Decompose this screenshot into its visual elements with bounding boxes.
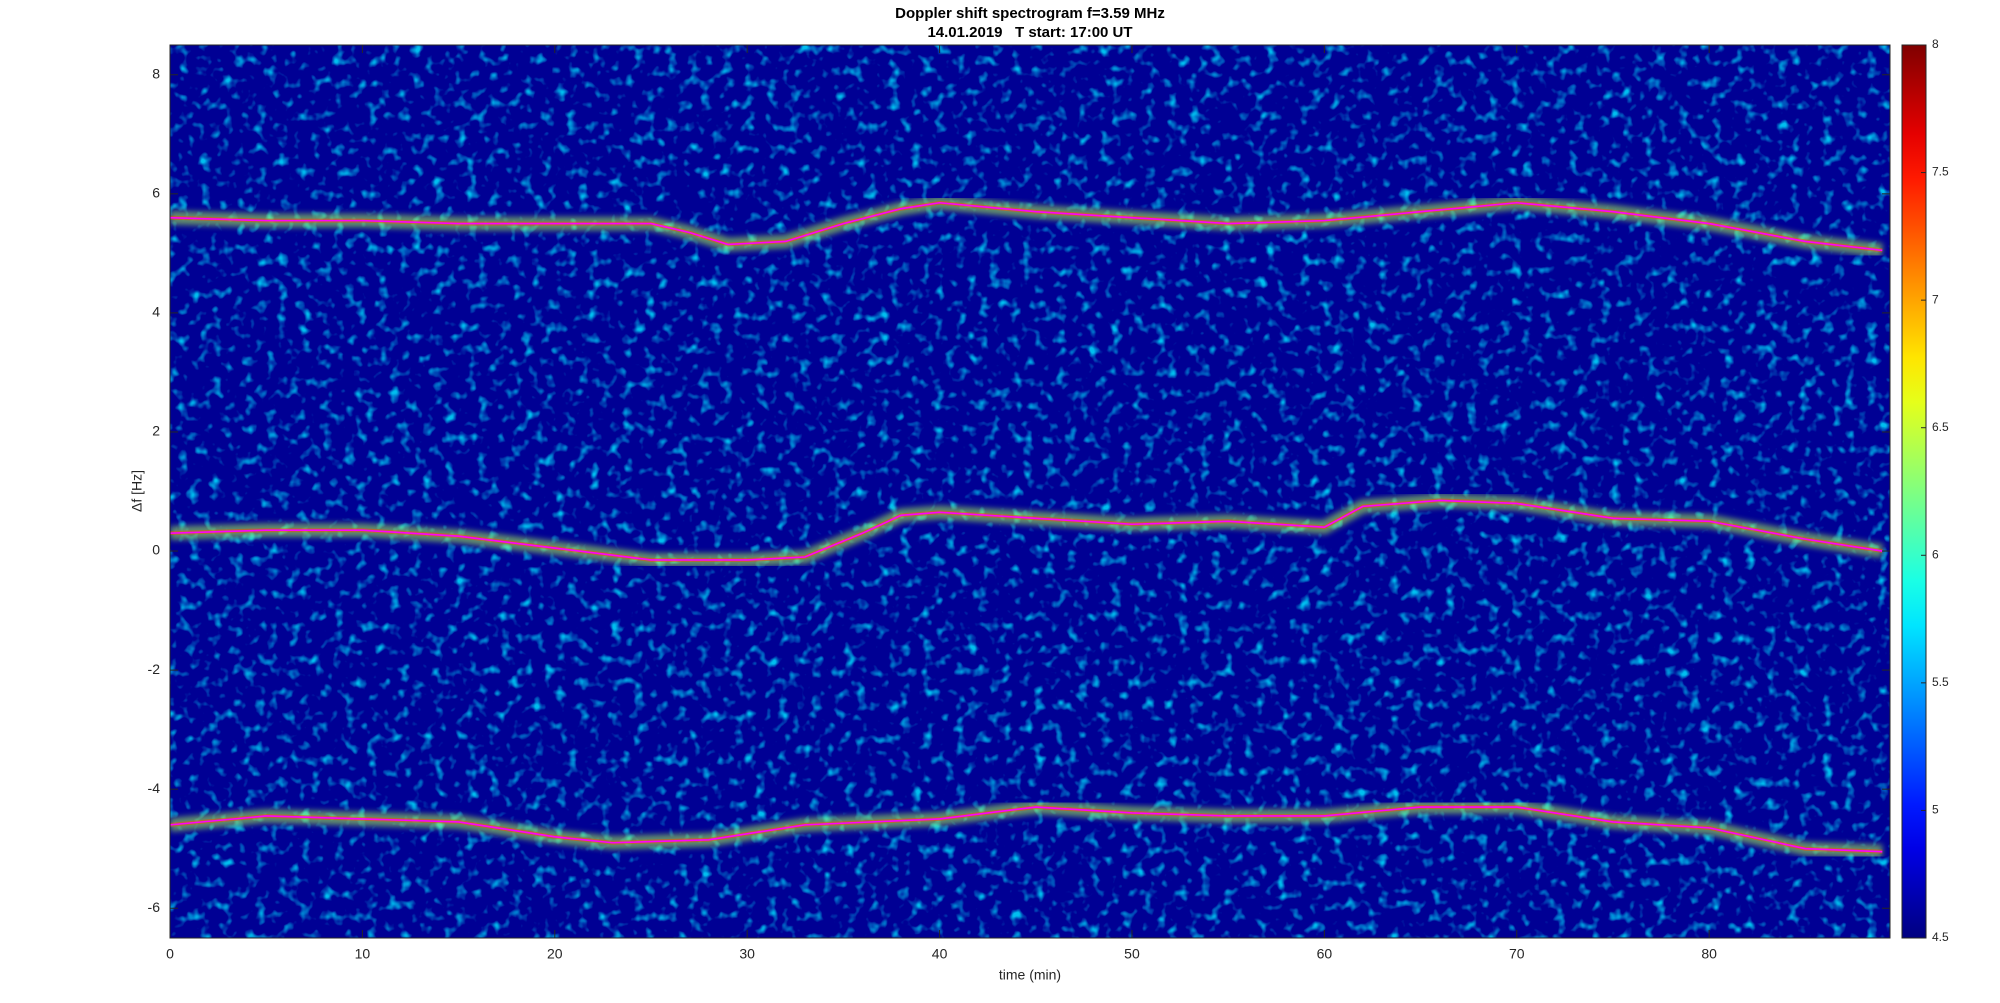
colorbar-frame xyxy=(1901,44,1927,939)
x-tick-label: 70 xyxy=(1509,946,1525,962)
spectrogram-noise xyxy=(170,45,1890,938)
y-tick-label: -6 xyxy=(148,899,161,915)
chart-subtitle: 14.01.2019 T start: 17:00 UT xyxy=(927,24,1132,41)
x-tick-label: 0 xyxy=(166,946,174,962)
y-tick-label: 0 xyxy=(152,542,160,558)
x-tick-label: 30 xyxy=(739,946,755,962)
y-tick-label: 4 xyxy=(152,304,160,320)
colorbar-tick-label: 5.5 xyxy=(1932,675,1949,689)
y-tick-label: -2 xyxy=(148,661,161,677)
x-axis-label: time (min) xyxy=(999,967,1061,983)
y-tick-label: 8 xyxy=(152,65,160,81)
y-tick-label: -4 xyxy=(148,780,161,796)
y-tick-label: 2 xyxy=(152,423,160,439)
trace-line xyxy=(170,499,1883,561)
y-tick-label: 6 xyxy=(152,185,160,201)
x-tick-label: 50 xyxy=(1124,946,1140,962)
trace-line xyxy=(170,806,1883,853)
traces xyxy=(170,195,1884,859)
colorbar xyxy=(1902,45,1926,938)
chart-title: Doppler shift spectrogram f=3.59 MHz xyxy=(895,5,1165,22)
colorbar-tick-label: 8 xyxy=(1932,37,1939,51)
colorbar-tick-label: 7 xyxy=(1932,292,1939,306)
colorbar-tick-label: 4.5 xyxy=(1932,930,1949,944)
plot-frame xyxy=(169,44,1891,939)
colorbar-tick-label: 6 xyxy=(1932,547,1939,561)
x-tick-label: 80 xyxy=(1701,946,1717,962)
x-tick-label: 40 xyxy=(932,946,948,962)
colorbar-tick-label: 5 xyxy=(1932,803,1939,817)
x-tick-label: 20 xyxy=(547,946,563,962)
trace-line xyxy=(170,201,1883,252)
colorbar-tick-label: 6.5 xyxy=(1932,420,1949,434)
colorbar-tick-label: 7.5 xyxy=(1932,165,1949,179)
y-axis-label: Δf [Hz] xyxy=(129,470,145,512)
x-tick-label: 10 xyxy=(355,946,371,962)
x-tick-label: 60 xyxy=(1317,946,1333,962)
